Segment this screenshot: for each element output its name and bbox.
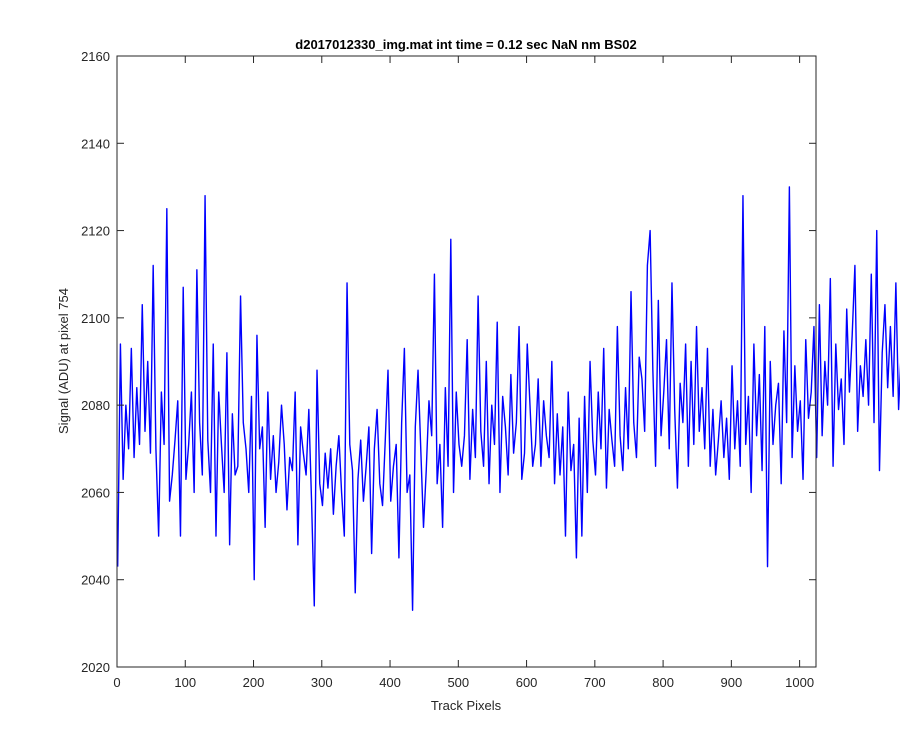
y-tick-label: 2060 xyxy=(81,485,110,500)
y-tick-label: 2140 xyxy=(81,136,110,151)
y-tick-label: 2080 xyxy=(81,398,110,413)
x-tick-label: 1000 xyxy=(785,675,814,690)
x-tick-label: 900 xyxy=(721,675,743,690)
x-axis-label: Track Pixels xyxy=(431,698,502,713)
x-tick-label: 200 xyxy=(243,675,265,690)
chart-title: d2017012330_img.mat int time = 0.12 sec … xyxy=(295,37,636,52)
series-line-0 xyxy=(116,186,900,611)
y-tick-label: 2020 xyxy=(81,660,110,675)
y-tick-label: 2100 xyxy=(81,311,110,326)
x-tick-label: 0 xyxy=(113,675,120,690)
x-tick-label: 600 xyxy=(516,675,538,690)
y-tick-label: 2120 xyxy=(81,224,110,239)
x-tick-label: 500 xyxy=(447,675,469,690)
x-tick-label: 400 xyxy=(379,675,401,690)
y-axis-label: Signal (ADU) at pixel 754 xyxy=(56,288,71,434)
y-tick-label: 2040 xyxy=(81,573,110,588)
ticks-layer: 0 100 200 300 400 500 600 700 800 900 1000 2020 2040… xyxy=(81,49,816,690)
x-tick-label: 800 xyxy=(652,675,674,690)
x-tick-label: 700 xyxy=(584,675,606,690)
plot-frame xyxy=(116,55,817,668)
x-tick-label: 100 xyxy=(174,675,196,690)
x-tick-label: 300 xyxy=(311,675,333,690)
y-tick-label: 2160 xyxy=(81,49,110,64)
series-layer xyxy=(116,186,900,611)
